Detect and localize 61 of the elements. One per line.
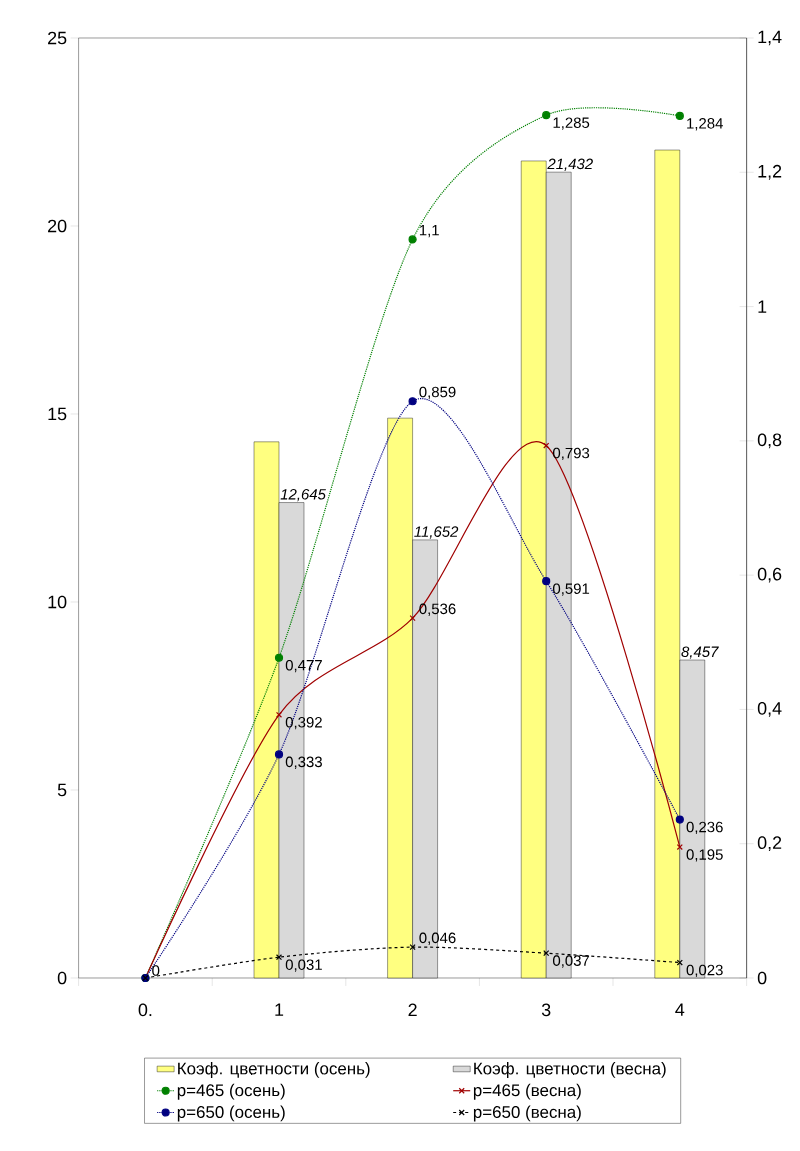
y-tick-label: 25 <box>48 31 67 45</box>
data-label: 1,284 <box>687 118 724 131</box>
data-label: 1,285 <box>553 117 590 130</box>
data-label: 0,392 <box>285 716 323 730</box>
data-label: 21,432 <box>547 158 594 171</box>
data-label: 0,859 <box>419 386 456 400</box>
data-label: 0 <box>152 965 160 976</box>
y2-tick-label: 1,4 <box>758 30 782 46</box>
point <box>408 235 417 244</box>
point <box>676 843 684 851</box>
point <box>542 111 551 120</box>
y2-tick-label: 0,6 <box>758 567 782 583</box>
y-tick-label: 5 <box>58 783 67 797</box>
point <box>275 653 284 662</box>
point <box>409 615 416 622</box>
point <box>675 111 685 120</box>
point <box>675 815 685 824</box>
data-label: 0,023 <box>686 964 723 978</box>
point <box>276 954 283 961</box>
data-label: 0,793 <box>553 447 590 461</box>
x-tick-label: 2 <box>408 1003 417 1017</box>
y2-tick-label: 0,2 <box>758 836 782 852</box>
legend-label: p=650 (осень) <box>178 1105 285 1122</box>
y-tick-label: 10 <box>48 595 67 609</box>
y2-tick-label: 1,2 <box>758 164 782 180</box>
y2-tick-label: 0 <box>758 971 767 985</box>
data-label: 1,1 <box>420 225 440 238</box>
data-label: 12,645 <box>280 488 327 502</box>
y-tick-label: 0 <box>58 971 67 985</box>
x-tick-label: 0. <box>138 1003 152 1017</box>
data-label: 11,652 <box>414 526 459 539</box>
y2-tick-label: 0,4 <box>758 702 782 717</box>
point <box>543 442 550 449</box>
y-tick-label: 20 <box>48 219 67 233</box>
y-tick-label: 15 <box>48 407 67 421</box>
data-label: 0,195 <box>686 849 723 862</box>
x-tick-label: 3 <box>542 1003 551 1017</box>
point <box>676 959 684 966</box>
data-label: 0,477 <box>285 659 323 673</box>
y2-tick-label: 0,8 <box>758 433 782 449</box>
x-tick-label: 1 <box>275 1003 284 1016</box>
point <box>276 711 283 718</box>
point <box>275 750 284 759</box>
point <box>409 944 416 951</box>
data-label: 0,591 <box>553 583 590 596</box>
legend-label: Коэф. цветности (весна) <box>474 1062 666 1078</box>
legend-label: p=465 (весна) <box>474 1083 581 1100</box>
data-label: 8,457 <box>681 646 720 659</box>
data-label: 0,333 <box>285 756 323 769</box>
legend-label: p=650 (весна) <box>474 1105 581 1122</box>
data-label: 0,037 <box>553 955 590 968</box>
x-tick-label: 4 <box>675 1003 685 1016</box>
data-label: 0,536 <box>419 603 456 616</box>
data-label: 0,046 <box>419 932 456 945</box>
legend-label: Коэф. цветности (осень) <box>178 1062 370 1078</box>
y2-tick-label: 1 <box>758 300 767 313</box>
point <box>542 577 551 586</box>
point <box>408 397 417 406</box>
data-label: 0,031 <box>285 959 323 972</box>
data-label: 0,236 <box>686 821 723 835</box>
legend-label: p=465 (осень) <box>178 1083 285 1100</box>
